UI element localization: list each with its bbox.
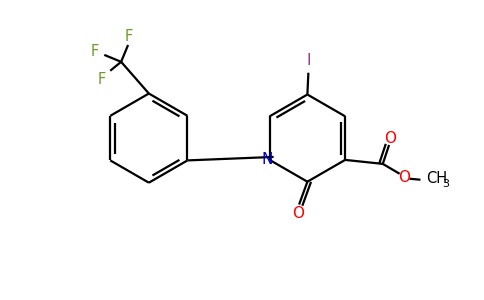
- Text: F: F: [97, 72, 106, 87]
- Text: CH: CH: [426, 171, 447, 186]
- Text: O: O: [384, 130, 396, 146]
- Text: O: O: [399, 170, 410, 185]
- Text: F: F: [90, 44, 99, 59]
- Text: 3: 3: [442, 179, 449, 189]
- Text: O: O: [292, 206, 304, 221]
- Text: I: I: [306, 53, 311, 68]
- Text: F: F: [125, 28, 133, 44]
- Text: N: N: [262, 152, 273, 167]
